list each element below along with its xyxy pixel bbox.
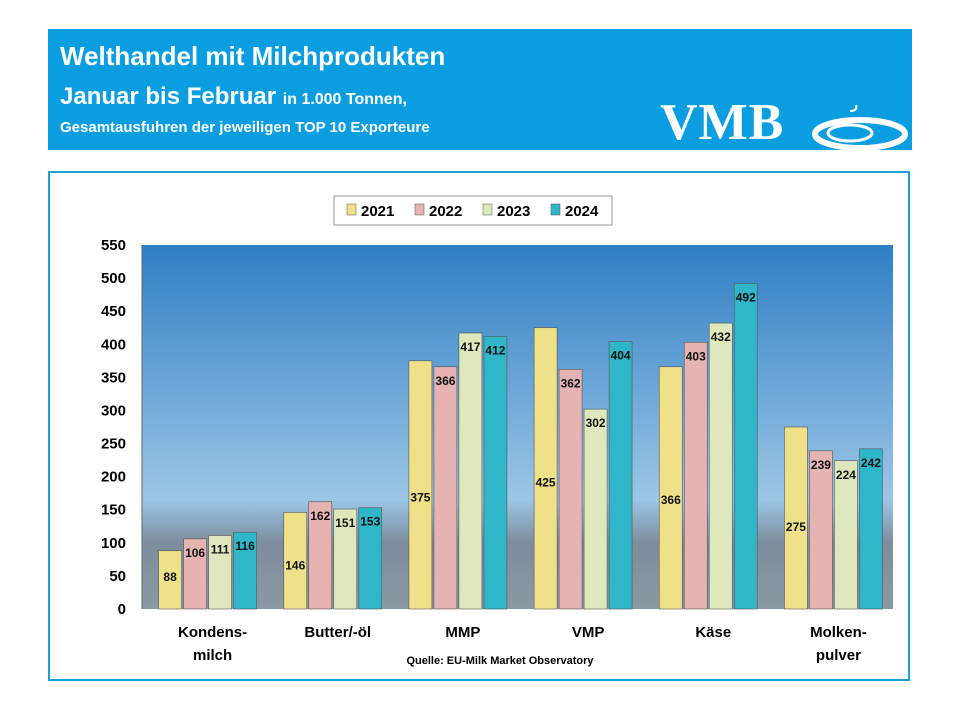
data-label: 162	[310, 509, 330, 523]
subtitle: Januar bis Februar in 1.000 Tonnen,	[60, 83, 407, 111]
y-tick-label: 150	[101, 502, 126, 519]
data-label: 412	[485, 343, 505, 357]
y-tick-label: 550	[101, 237, 126, 254]
bar-2022	[183, 538, 207, 610]
data-label: 492	[736, 290, 756, 304]
legend	[333, 195, 613, 226]
data-label: 106	[185, 546, 205, 560]
data-label: 146	[285, 559, 305, 573]
bar-2021	[283, 512, 308, 610]
bar-2022	[809, 450, 833, 610]
legend-swatch-2022	[414, 203, 425, 216]
vmb-logo: VMB	[660, 93, 908, 152]
bar-2022	[433, 366, 458, 610]
legend-label-2023: 2023	[497, 203, 530, 220]
data-label: 153	[360, 515, 380, 529]
data-label: 151	[335, 516, 355, 530]
y-tick-label: 50	[109, 568, 126, 585]
data-label: 366	[435, 374, 455, 388]
title: Welthandel mit Milchprodukten	[60, 41, 446, 71]
x-category-label: milch	[193, 647, 232, 664]
data-label: 116	[235, 539, 255, 553]
legend-label-2022: 2022	[429, 203, 462, 220]
data-label: 432	[711, 330, 731, 344]
bar-2023	[834, 460, 858, 610]
data-label: 375	[410, 490, 430, 504]
legend-swatch-2021	[346, 203, 357, 216]
data-label: 242	[861, 456, 881, 470]
y-tick-label: 300	[101, 402, 126, 419]
y-tick-label: 400	[101, 336, 126, 353]
data-label: 88	[163, 570, 177, 584]
bar-2021	[158, 550, 182, 610]
logo-swirl-icon	[812, 104, 908, 151]
y-tick-label: 500	[101, 270, 126, 287]
bar-2023	[583, 408, 608, 610]
data-label: 302	[586, 416, 606, 430]
x-category-label: VMP	[572, 624, 605, 641]
x-category-label: Butter/-öl	[304, 624, 371, 641]
bar-2024	[358, 507, 383, 610]
bar-2023	[333, 508, 358, 610]
bar-2024	[733, 283, 758, 610]
data-label: 417	[460, 340, 480, 354]
bar-2023	[208, 535, 232, 610]
data-label: 111	[211, 543, 230, 557]
bar-2021	[658, 366, 683, 610]
y-tick-label: 100	[101, 535, 126, 552]
bar-2024	[483, 336, 508, 610]
x-category-label: pulver	[816, 647, 861, 664]
chart-frame	[48, 171, 910, 681]
subtitle-unit: in 1.000 Tonnen,	[282, 91, 407, 108]
y-tick-label: 350	[101, 369, 126, 386]
legend-swatch-2023	[482, 203, 493, 216]
bar-2021	[784, 426, 808, 610]
bar-2022	[558, 369, 583, 610]
bar-2021	[533, 327, 558, 610]
bar-2021	[408, 360, 433, 610]
subtitle-period: Januar bis Februar	[60, 83, 277, 110]
y-tick-label: 0	[118, 601, 126, 618]
plot-area	[142, 245, 893, 609]
data-label: 425	[536, 475, 556, 489]
bar-2024	[608, 341, 633, 610]
data-label: 224	[836, 468, 856, 482]
legend-label-2021: 2021	[361, 203, 394, 220]
bar-2023	[708, 322, 733, 610]
data-label: 362	[561, 376, 581, 390]
x-category-label: MMP	[445, 624, 480, 641]
bar-2024	[859, 448, 883, 610]
data-label: 239	[811, 458, 831, 472]
bar-2022	[308, 501, 333, 610]
x-category-label: Molken-	[810, 624, 867, 641]
data-label: 366	[661, 493, 681, 507]
legend-swatch-2024	[550, 203, 561, 216]
data-label: 403	[686, 349, 706, 363]
y-tick-label: 450	[101, 303, 126, 320]
source-note: Quelle: EU-Milk Market Observatory	[406, 655, 594, 667]
bar-2022	[683, 341, 708, 610]
data-label: 275	[786, 520, 806, 534]
bar-2023	[458, 332, 483, 610]
subtitle-2: Gesamtausfuhren der jeweiligen TOP 10 Ex…	[60, 119, 430, 136]
data-label: 404	[611, 349, 631, 363]
y-tick-label: 250	[101, 436, 126, 453]
x-category-label: Käse	[695, 624, 731, 641]
y-tick-label: 200	[101, 469, 126, 486]
header-banner: Welthandel mit Milchprodukten Januar bis…	[48, 29, 912, 152]
legend-label-2024: 2024	[565, 203, 599, 220]
x-category-label: Kondens-	[178, 624, 247, 641]
bar-2024	[233, 531, 257, 610]
